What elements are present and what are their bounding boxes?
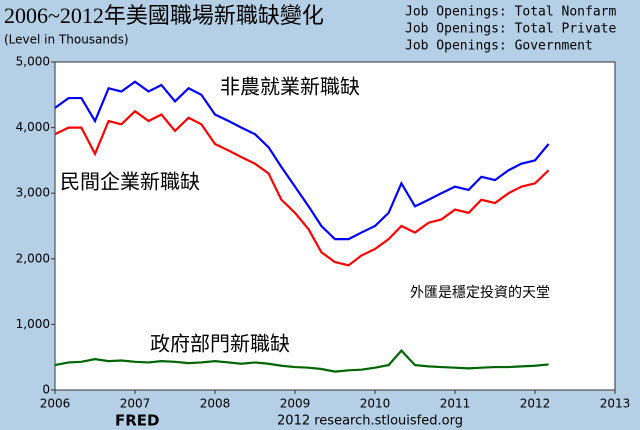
series-line bbox=[54, 349, 549, 373]
x-tick-label: 2011 bbox=[440, 397, 471, 411]
plot-area bbox=[54, 61, 616, 391]
x-tick-label: 2007 bbox=[120, 397, 151, 411]
y-tick-label: 4,000 bbox=[16, 120, 50, 134]
y-axis-label: (Level in Thousands) bbox=[4, 33, 129, 47]
y-tick-label: 5,000 bbox=[16, 55, 50, 69]
annotation: 民間企業新職缺 bbox=[60, 170, 200, 194]
legend-entry: Job Openings: Total Private bbox=[405, 22, 616, 37]
series-line bbox=[54, 109, 550, 267]
y-tick-label: 0 bbox=[42, 383, 50, 397]
annotation: 外匯是穩定投資的天堂 bbox=[410, 285, 550, 301]
y-tick-label: 3,000 bbox=[16, 186, 50, 200]
x-tick-label: 2010 bbox=[360, 397, 391, 411]
x-tick-label: 2006 bbox=[40, 397, 71, 411]
x-tick-label: 2008 bbox=[200, 397, 231, 411]
x-tick-label: 2013 bbox=[600, 397, 631, 411]
legend-entry: Job Openings: Total Nonfarm bbox=[405, 5, 616, 20]
footer: 2012 research.stlouisfed.org bbox=[277, 414, 463, 429]
annotation: 政府部門新職缺 bbox=[150, 332, 290, 356]
series-line bbox=[54, 80, 550, 241]
footer-logo: FRED bbox=[115, 412, 160, 430]
y-tick-label: 1,000 bbox=[16, 317, 50, 331]
chart-title: 2006~2012年美國職場新職缺變化 bbox=[4, 3, 324, 28]
legend-entry: Job Openings: Government bbox=[405, 39, 593, 54]
y-tick-label: 2,000 bbox=[16, 251, 50, 265]
x-tick-label: 2009 bbox=[280, 397, 311, 411]
annotation: 非農就業新職缺 bbox=[220, 75, 360, 99]
x-tick-label: 2012 bbox=[520, 397, 551, 411]
